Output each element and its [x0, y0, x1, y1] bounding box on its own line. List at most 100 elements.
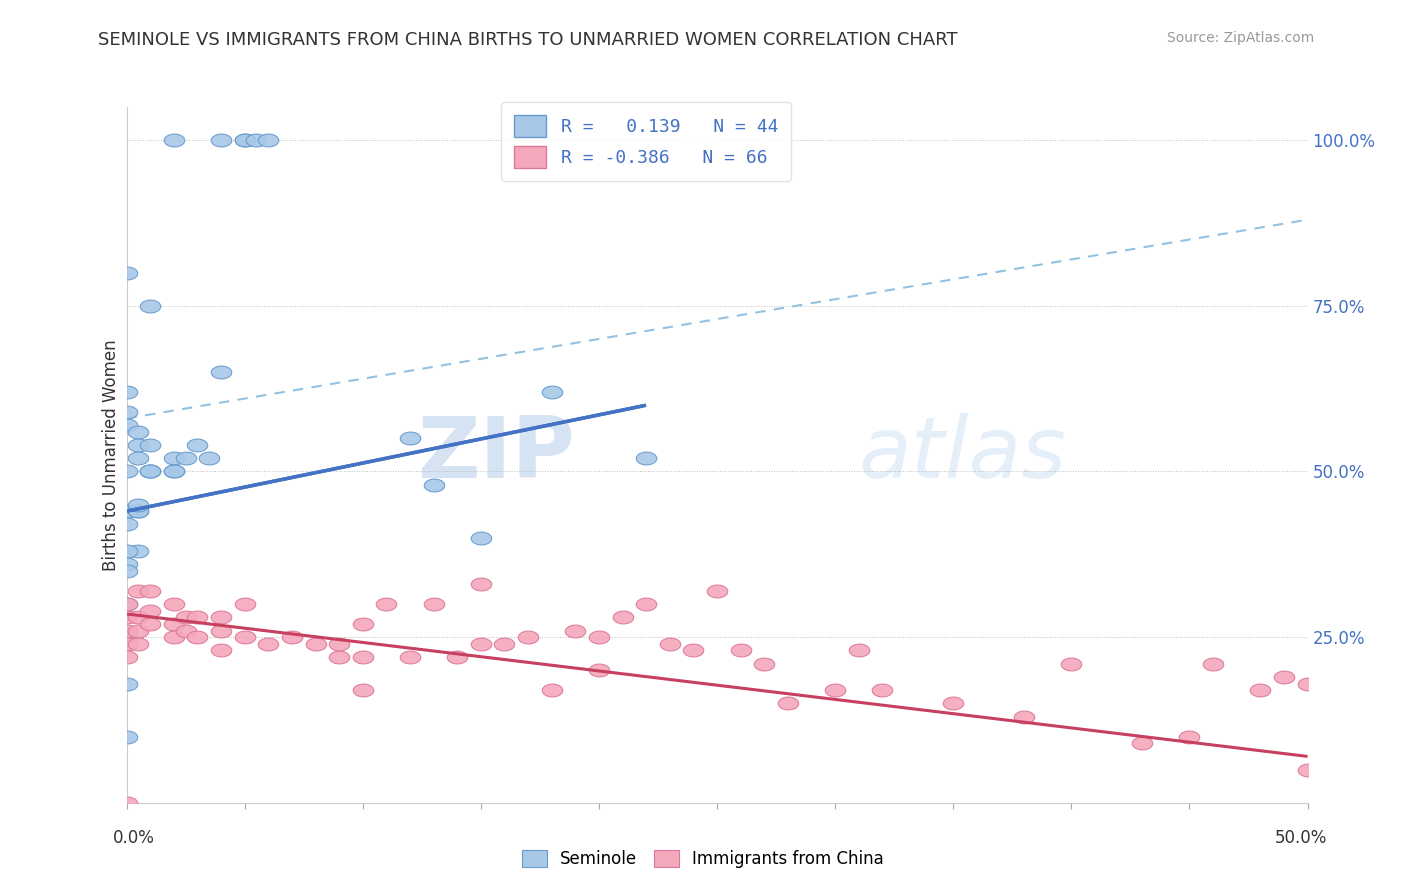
Point	[399, 431, 422, 445]
Point	[186, 610, 208, 624]
Point	[588, 663, 610, 677]
Point	[163, 465, 186, 479]
Point	[658, 637, 681, 651]
Text: 50.0%: 50.0%	[1274, 829, 1327, 847]
Point	[115, 637, 138, 651]
Y-axis label: Births to Unmarried Women: Births to Unmarried Women	[101, 339, 120, 571]
Point	[245, 133, 267, 147]
Point	[115, 676, 138, 690]
Text: 0.0%: 0.0%	[112, 829, 155, 847]
Point	[824, 683, 846, 698]
Point	[636, 451, 658, 466]
Point	[375, 597, 398, 611]
Point	[115, 504, 138, 518]
Point	[139, 438, 162, 452]
Point	[564, 624, 586, 638]
Point	[127, 624, 149, 638]
Point	[127, 425, 149, 439]
Point	[139, 616, 162, 631]
Point	[174, 624, 197, 638]
Point	[127, 504, 149, 518]
Point	[115, 405, 138, 419]
Legend: Seminole, Immigrants from China: Seminole, Immigrants from China	[515, 843, 891, 875]
Point	[139, 465, 162, 479]
Point	[233, 597, 256, 611]
Point	[127, 504, 149, 518]
Point	[540, 683, 562, 698]
Point	[328, 650, 350, 665]
Point	[209, 624, 232, 638]
Point	[139, 604, 162, 618]
Point	[1272, 670, 1295, 684]
Point	[257, 637, 280, 651]
Point	[1202, 657, 1225, 671]
Point	[115, 630, 138, 644]
Point	[352, 650, 374, 665]
Point	[127, 637, 149, 651]
Point	[127, 438, 149, 452]
Point	[115, 730, 138, 744]
Point	[174, 610, 197, 624]
Point	[1178, 730, 1201, 744]
Point	[115, 384, 138, 399]
Point	[470, 531, 492, 545]
Point	[115, 266, 138, 280]
Point	[304, 637, 326, 651]
Point	[163, 451, 186, 466]
Point	[127, 498, 149, 512]
Point	[186, 438, 208, 452]
Point	[540, 384, 562, 399]
Point	[186, 630, 208, 644]
Point	[352, 616, 374, 631]
Point	[163, 133, 186, 147]
Point	[115, 624, 138, 638]
Point	[139, 465, 162, 479]
Point	[612, 610, 634, 624]
Point	[730, 643, 752, 657]
Point	[127, 610, 149, 624]
Point	[776, 697, 799, 711]
Point	[352, 683, 374, 698]
Point	[139, 465, 162, 479]
Point	[115, 517, 138, 532]
Point	[446, 650, 468, 665]
Point	[233, 630, 256, 644]
Point	[470, 637, 492, 651]
Point	[209, 133, 232, 147]
Point	[1296, 763, 1319, 777]
Point	[127, 544, 149, 558]
Point	[1130, 736, 1153, 750]
Point	[139, 299, 162, 313]
Point	[328, 637, 350, 651]
Point	[872, 683, 894, 698]
Point	[682, 643, 704, 657]
Point	[115, 465, 138, 479]
Point	[942, 697, 965, 711]
Point	[588, 630, 610, 644]
Point	[1249, 683, 1271, 698]
Point	[706, 583, 728, 598]
Point	[257, 133, 280, 147]
Point	[115, 564, 138, 578]
Point	[163, 597, 186, 611]
Point	[848, 643, 870, 657]
Point	[115, 597, 138, 611]
Point	[517, 630, 540, 644]
Point	[115, 650, 138, 665]
Point	[233, 133, 256, 147]
Point	[139, 583, 162, 598]
Point	[115, 544, 138, 558]
Point	[209, 610, 232, 624]
Text: Source: ZipAtlas.com: Source: ZipAtlas.com	[1167, 31, 1315, 45]
Point	[127, 583, 149, 598]
Point	[399, 650, 422, 665]
Point	[174, 451, 197, 466]
Text: ZIP: ZIP	[418, 413, 575, 497]
Point	[198, 451, 221, 466]
Point	[127, 451, 149, 466]
Text: SEMINOLE VS IMMIGRANTS FROM CHINA BIRTHS TO UNMARRIED WOMEN CORRELATION CHART: SEMINOLE VS IMMIGRANTS FROM CHINA BIRTHS…	[98, 31, 957, 49]
Point	[209, 365, 232, 379]
Point	[1012, 709, 1035, 723]
Point	[281, 630, 304, 644]
Point	[209, 643, 232, 657]
